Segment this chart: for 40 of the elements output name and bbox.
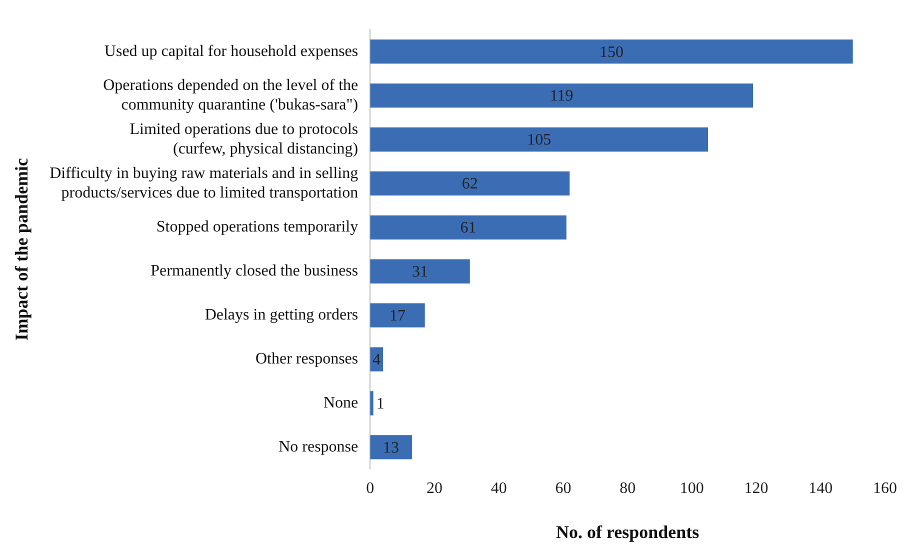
data-label: 119: [550, 88, 574, 105]
y-tick-label: Operations depended on the level of the community quarantine ('bukas-sara"): [103, 77, 358, 114]
y-axis-title: Impact of the pandemic: [11, 158, 32, 341]
y-tick-label: Stopped operations temporarily: [156, 218, 358, 236]
y-tick-label: None: [323, 394, 358, 412]
data-label: 4: [372, 352, 381, 369]
x-tick-label: 20: [426, 480, 442, 498]
bar: [370, 215, 566, 240]
bar: [370, 39, 853, 64]
bar: [370, 391, 374, 416]
bar: [370, 259, 470, 284]
y-tick-label: Delays in getting orders: [204, 306, 358, 324]
x-tick-label: 80: [620, 480, 636, 498]
data-label: 31: [412, 264, 428, 281]
bar: [370, 127, 708, 152]
x-tick-label: 60: [555, 480, 572, 498]
x-tick-label: 160: [873, 480, 897, 498]
y-tick-label: No response: [278, 438, 358, 456]
y-tick-label: Used up capital for household expenses: [104, 42, 358, 60]
data-label: 150: [599, 44, 624, 61]
x-tick-label: 120: [744, 480, 768, 498]
x-tick-label: 40: [490, 480, 507, 498]
y-tick-label: Other responses: [255, 350, 358, 368]
bar: [370, 303, 425, 328]
data-label: 1: [376, 395, 384, 412]
y-tick-label: Difficulty in buying raw materials and in selling products/services due to limited transportation: [50, 165, 358, 202]
x-tick-label: 140: [808, 480, 833, 498]
x-axis-title: No. of respondents: [556, 522, 700, 542]
y-tick-label: Limited operations due to protocols (curfew, physical distancing): [130, 121, 358, 158]
data-label: 105: [527, 132, 552, 149]
data-label: 17: [389, 308, 406, 325]
data-label: 62: [462, 176, 478, 193]
x-tick-label: 0: [366, 480, 374, 498]
bar: [370, 435, 412, 460]
bar: [370, 171, 570, 196]
x-tick-label: 100: [680, 480, 704, 498]
data-label: 13: [383, 439, 400, 456]
bar: [370, 83, 754, 108]
y-tick-label: Permanently closed the business: [150, 262, 358, 280]
data-label: 61: [460, 220, 476, 237]
